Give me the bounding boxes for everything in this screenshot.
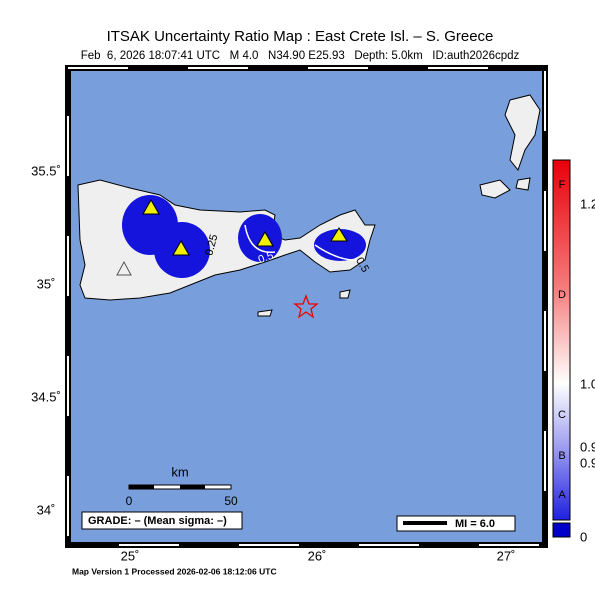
grade-box [81,511,243,530]
lat-label: 35˚ [37,276,56,291]
station [142,198,160,215]
station [172,239,190,256]
colorbar-grade: C [558,409,566,421]
frame [65,65,548,548]
legend-box [396,515,516,532]
colorbar [552,159,571,521]
station-empty [116,260,132,276]
lat-label: 34.5˚ [31,389,61,404]
lat-label: 35.5˚ [31,163,61,178]
station [330,227,348,242]
island [479,179,511,199]
station [256,230,274,247]
colorbar-label: 0.9 [580,439,595,454]
colorbar-min [552,522,571,538]
uncertainty-blob [238,214,282,262]
lon-label: 25˚ [121,548,140,563]
contour [244,224,276,253]
colorbar-label: 0.9 [580,455,595,470]
island [257,309,273,317]
colorbar-grade: B [558,450,565,462]
colorbar-grade: A [558,489,566,501]
colorbar-grade: D [558,289,566,301]
island [515,177,531,191]
scale-label: 50 [224,494,238,508]
colorbar-label: 0 [580,529,587,544]
island [339,289,351,299]
scale-bar-seg [180,485,205,489]
map-area: 0.25 0.5 0.5 km 0 50 GRADE: – (Mean sigm… [68,68,545,545]
legend-text: MI = 6.0 [455,518,495,530]
epicenter [293,294,319,319]
colorbar-grade: F [559,179,566,191]
footer: Map Version 1 Processed 2026-02-06 18:12… [72,566,277,576]
contour-label: 0.5 [257,250,275,267]
contour-label: 0.25 [203,233,220,257]
colorbar-label: 1.2 [580,196,595,211]
contour [314,244,361,261]
lon-label: 26˚ [308,548,327,563]
scale-bar-seg [129,485,154,489]
lat-label: 34˚ [37,502,56,517]
scale-unit: km [171,464,188,479]
island [504,94,541,172]
title: ITSAK Uncertainty Ratio Map : East Crete… [107,28,494,45]
scale-label: 0 [126,494,133,508]
sea [68,68,545,545]
colorbar-label: 1.0 [580,376,595,391]
lon-label: 27˚ [497,548,516,563]
subtitle: Feb 6, 2026 18:07:41 UTC M 4.0 N34.90 E2… [81,50,520,62]
grade-text: GRADE: – (Mean sigma: –) [88,515,227,527]
